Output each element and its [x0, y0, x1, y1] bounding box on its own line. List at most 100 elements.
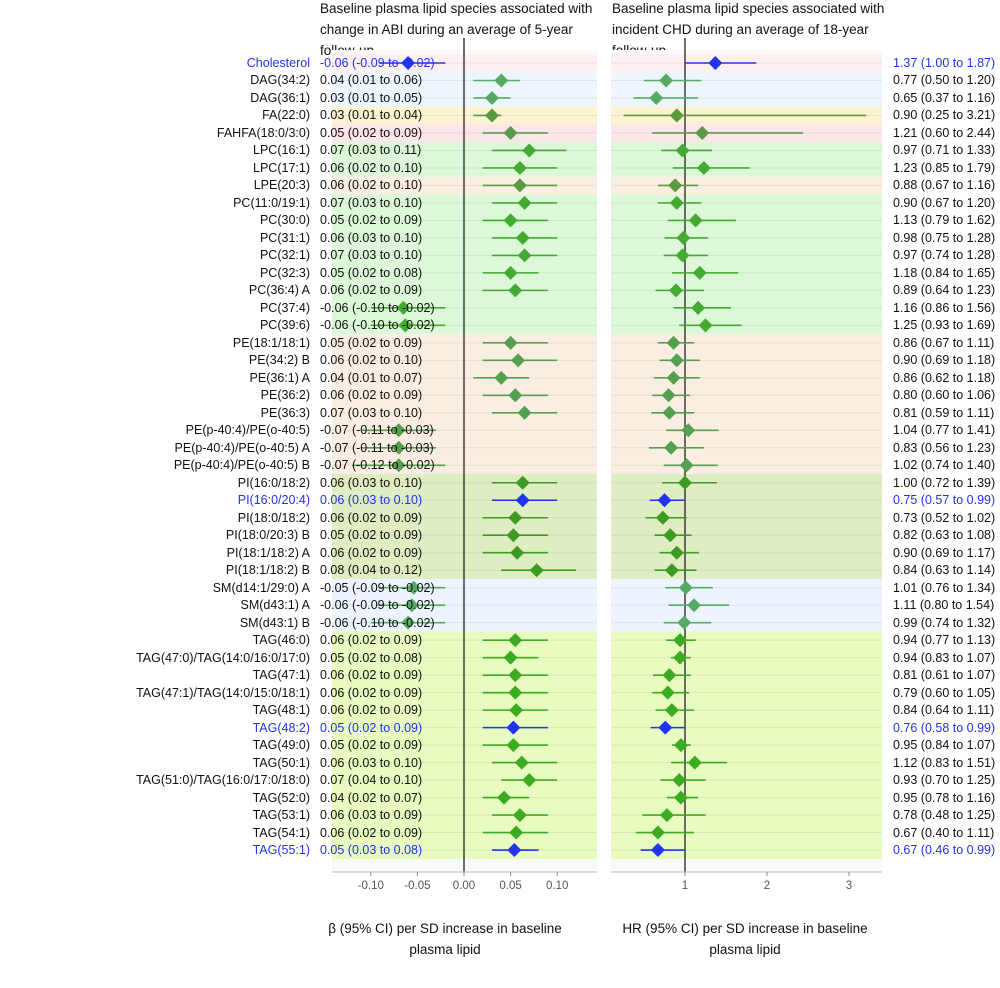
- lipid-label: PE(p-40:4)/PE(o-40:5) B: [173, 458, 310, 473]
- point-estimate-diamond: [517, 405, 532, 420]
- hr-ci-label: 0.90 (0.25 to 3.21): [893, 108, 996, 123]
- beta-ci-label: -0.06 (-0.10 to -0.02): [320, 318, 435, 333]
- beta-ci-label: 0.05 (0.02 to 0.08): [320, 650, 423, 665]
- lipid-label: PC(11:0/19:1): [233, 195, 310, 210]
- point-estimate-diamond: [517, 248, 532, 263]
- beta-ci-label: 0.06 (0.02 to 0.09): [320, 633, 423, 648]
- hr-ci-label: 0.88 (0.67 to 1.16): [893, 178, 996, 193]
- group-band: [611, 334, 882, 352]
- point-estimate-diamond: [659, 73, 674, 88]
- lipid-label: PE(18:1/18:1): [232, 335, 310, 350]
- beta-ci-label: -0.05 (-0.09 to -0.02): [320, 580, 435, 595]
- lipid-label: PI(16:0/18:2): [237, 475, 310, 490]
- beta-ci-label: -0.07 (-0.12 to -0.02): [320, 458, 435, 473]
- point-estimate-diamond: [515, 230, 530, 245]
- group-band: [611, 299, 882, 317]
- x-tick-label: -0.10: [358, 880, 384, 892]
- point-estimate-diamond: [673, 650, 688, 665]
- beta-ci-label: 0.06 (0.02 to 0.09): [320, 545, 423, 560]
- beta-ci-label: 0.06 (0.02 to 0.09): [320, 703, 423, 718]
- x-tick-label: 3: [846, 880, 852, 892]
- hr-ci-label: 0.95 (0.84 to 1.07): [893, 738, 996, 753]
- hr-ci-label: 0.90 (0.69 to 1.17): [893, 545, 996, 560]
- beta-ci-label: 0.06 (0.02 to 0.09): [320, 510, 423, 525]
- beta-ci-label: 0.04 (0.01 to 0.06): [320, 73, 423, 88]
- x-tick-label: 1: [682, 880, 688, 892]
- point-estimate-diamond: [650, 843, 665, 858]
- group-band: [611, 666, 882, 685]
- point-estimate-diamond: [503, 125, 518, 140]
- group-band: [611, 596, 882, 615]
- point-estimate-diamond: [503, 335, 518, 350]
- point-estimate-diamond: [512, 178, 527, 193]
- point-estimate-diamond: [657, 493, 672, 508]
- lipid-label: PC(36:4) A: [248, 283, 310, 298]
- lipid-label: TAG(47:0)/TAG(14:0/16:0/17:0): [136, 650, 310, 665]
- point-estimate-diamond: [655, 510, 670, 525]
- point-estimate-diamond: [506, 720, 521, 735]
- beta-ci-label: -0.07 (-0.11 to -0.03): [320, 440, 434, 455]
- point-estimate-diamond: [668, 283, 683, 298]
- group-band: [611, 439, 882, 457]
- point-estimate-diamond: [675, 143, 690, 158]
- group-band: [611, 369, 882, 387]
- lipid-label: PC(39:6): [259, 318, 310, 333]
- beta-ci-label: 0.04 (0.01 to 0.07): [320, 370, 423, 385]
- point-estimate-diamond: [506, 738, 521, 753]
- point-estimate-diamond: [406, 580, 421, 595]
- point-estimate-diamond: [484, 108, 499, 123]
- hr-ci-label: 0.81 (0.61 to 1.07): [893, 668, 996, 683]
- point-estimate-diamond: [687, 755, 702, 770]
- point-estimate-diamond: [688, 213, 703, 228]
- point-estimate-diamond: [663, 528, 678, 543]
- group-band: [611, 823, 882, 842]
- lipid-label: TAG(49:0): [252, 738, 310, 753]
- lipid-label: Cholesterol: [246, 56, 310, 70]
- point-estimate-diamond: [512, 160, 527, 175]
- beta-ci-label: 0.05 (0.02 to 0.08): [320, 265, 423, 280]
- point-estimate-diamond: [515, 493, 530, 508]
- hr-ci-label: 1.01 (0.76 to 1.34): [893, 580, 996, 595]
- hr-ci-label: 0.86 (0.67 to 1.11): [893, 335, 995, 350]
- group-band: [611, 211, 882, 230]
- point-estimate-diamond: [508, 283, 523, 298]
- beta-ci-label: 0.03 (0.01 to 0.05): [320, 90, 423, 105]
- beta-ci-label: 0.06 (0.03 to 0.09): [320, 808, 423, 823]
- point-estimate-diamond: [708, 56, 723, 70]
- group-band: [611, 229, 882, 247]
- beta-ci-label: -0.06 (-0.10 to -0.02): [320, 300, 435, 315]
- beta-ci-label: 0.07 (0.03 to 0.10): [320, 248, 423, 263]
- point-estimate-diamond: [391, 440, 406, 455]
- lipid-label: TAG(47:1): [252, 668, 310, 683]
- lipid-label: DAG(36:1): [250, 90, 310, 105]
- group-band: [611, 141, 882, 160]
- beta-ci-label: 0.06 (0.02 to 0.09): [320, 825, 423, 840]
- hr-ci-label: 0.79 (0.60 to 1.05): [893, 685, 996, 700]
- hr-ci-label: 1.21 (0.60 to 2.44): [893, 125, 996, 140]
- beta-ci-label: 0.05 (0.02 to 0.09): [320, 125, 423, 140]
- hr-ci-label: 1.12 (0.83 to 1.51): [893, 755, 996, 770]
- lipid-label: PE(36:1) A: [249, 370, 310, 385]
- hr-ci-label: 1.37 (1.00 to 1.87): [893, 56, 996, 70]
- hr-ci-label: 0.99 (0.74 to 1.32): [893, 615, 996, 630]
- beta-ci-label: 0.07 (0.03 to 0.11): [320, 143, 422, 158]
- beta-ci-label: 0.06 (0.03 to 0.10): [320, 230, 423, 245]
- lipid-label: TAG(52:0): [252, 790, 310, 805]
- point-estimate-diamond: [511, 353, 526, 368]
- point-estimate-diamond: [696, 160, 711, 175]
- lipid-label: LPE(20:3): [253, 178, 310, 193]
- point-estimate-diamond: [494, 370, 509, 385]
- point-estimate-diamond: [507, 843, 522, 858]
- lipid-label: TAG(51:0)/TAG(16:0/17:0/18:0): [136, 773, 310, 788]
- group-band: [611, 508, 882, 527]
- hr-ci-label: 0.95 (0.78 to 1.16): [893, 790, 996, 805]
- lipid-label: PE(p-40:4)/PE(o-40:5): [185, 423, 310, 438]
- x-tick-label: 0.05: [499, 880, 521, 892]
- beta-ci-label: 0.05 (0.02 to 0.09): [320, 335, 423, 350]
- point-estimate-diamond: [669, 545, 684, 560]
- lipid-label: PI(16:0/20:4): [237, 493, 310, 508]
- point-estimate-diamond: [666, 335, 681, 350]
- beta-ci-label: 0.03 (0.01 to 0.04): [320, 108, 423, 123]
